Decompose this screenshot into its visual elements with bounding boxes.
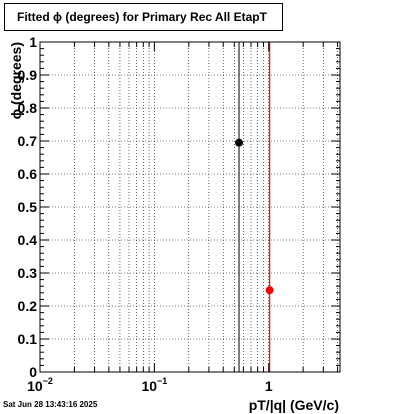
y-tick-label: 0.2 — [18, 298, 38, 314]
y-tick-label: 0.8 — [18, 100, 38, 116]
grid — [40, 42, 340, 372]
x-tick-label: 10−2 — [27, 376, 53, 394]
timestamp: Sat Jun 28 13:43:16 2025 — [3, 400, 98, 409]
y-tick-label: 0.7 — [18, 133, 38, 149]
y-tick-label: 0 — [29, 364, 37, 380]
y-tick-label: 0.3 — [18, 265, 38, 281]
y-tick-label: 1 — [29, 34, 37, 50]
data-point — [265, 286, 274, 295]
y-axis-label: ϕ (degrees) — [8, 42, 24, 119]
chart-title: Fitted ϕ (degrees) for Primary Rec All E… — [17, 10, 267, 24]
chart-title-box: Fitted ϕ (degrees) for Primary Rec All E… — [4, 3, 283, 31]
y-tick-label: 0.6 — [18, 166, 38, 182]
axis-ticks — [40, 41, 340, 373]
y-tick-label: 0.5 — [18, 199, 38, 215]
x-axis-label: pT/|q| (GeV/c) — [249, 397, 339, 413]
y-tick-label: 0.1 — [18, 331, 38, 347]
tick-labels: 0 0.1 0.2 0.3 0.4 0.5 0.6 0.7 0.8 0.9 1 10−2 10−1 1 — [18, 34, 273, 394]
data-points — [235, 138, 274, 295]
vertical-lines — [238, 42, 271, 372]
y-tick-label: 0.4 — [18, 232, 38, 248]
x-tick-label: 10−1 — [141, 376, 167, 394]
y-tick-label: 0.9 — [18, 67, 38, 83]
data-point — [235, 138, 244, 147]
x-tick-label: 1 — [265, 378, 273, 394]
